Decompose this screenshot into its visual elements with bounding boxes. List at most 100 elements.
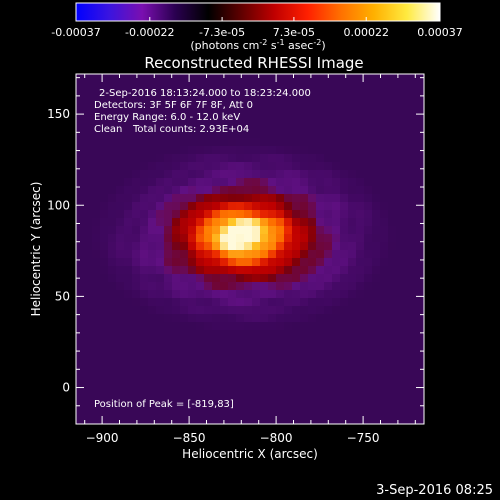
heatmap-cell [268, 306, 276, 314]
heatmap-cell [180, 306, 188, 314]
heatmap-cell [268, 234, 276, 242]
heatmap-cell [396, 370, 404, 378]
heatmap-cell [252, 402, 260, 410]
heatmap-cell [348, 378, 356, 386]
heatmap-cell [364, 178, 372, 186]
heatmap-cell [140, 306, 148, 314]
heatmap-cell [148, 418, 156, 424]
heatmap-cell [332, 282, 340, 290]
heatmap-cell [236, 178, 244, 186]
heatmap-cell [364, 354, 372, 362]
heatmap-cell [204, 306, 212, 314]
heatmap-cell [356, 370, 364, 378]
heatmap-cell [300, 186, 308, 194]
heatmap-cell [316, 346, 324, 354]
heatmap-cell [164, 82, 172, 90]
heatmap-cell [156, 330, 164, 338]
heatmap-cell [340, 266, 348, 274]
heatmap-cell [292, 74, 300, 82]
heatmap-cell [156, 98, 164, 106]
heatmap-cell [212, 74, 220, 82]
heatmap-cell [284, 146, 292, 154]
heatmap-cell [244, 386, 252, 394]
heatmap-cell [396, 202, 404, 210]
heatmap-cell [228, 314, 236, 322]
heatmap-cell [268, 410, 276, 418]
heatmap-cell [300, 410, 308, 418]
heatmap-cell [284, 354, 292, 362]
heatmap-cell [388, 346, 396, 354]
heatmap-cell [252, 202, 260, 210]
heatmap-cell [356, 290, 364, 298]
heatmap-cell [268, 162, 276, 170]
heatmap-cell [380, 226, 388, 234]
heatmap-cell [252, 282, 260, 290]
heatmap-cell [388, 386, 396, 394]
heatmap-cell [204, 90, 212, 98]
heatmap-cell [340, 234, 348, 242]
heatmap-cell [196, 346, 204, 354]
heatmap-cell [164, 122, 172, 130]
heatmap-cell [364, 146, 372, 154]
heatmap-cell [196, 218, 204, 226]
heatmap-cell [316, 314, 324, 322]
heatmap-cell [292, 202, 300, 210]
heatmap-cell [404, 386, 412, 394]
heatmap-cell [316, 146, 324, 154]
heatmap-cell [276, 402, 284, 410]
heatmap-cell [260, 226, 268, 234]
heatmap-cell [108, 106, 116, 114]
heatmap-cell [364, 314, 372, 322]
heatmap-cell [124, 122, 132, 130]
heatmap-cell [148, 242, 156, 250]
heatmap-cell [332, 274, 340, 282]
heatmap-cell [308, 194, 316, 202]
heatmap-cell [348, 274, 356, 282]
heatmap-cell [212, 178, 220, 186]
heatmap-cell [348, 194, 356, 202]
heatmap-cell [236, 234, 244, 242]
heatmap-cell [276, 314, 284, 322]
heatmap-cell [276, 226, 284, 234]
heatmap-cell [132, 234, 140, 242]
heatmap-cell [300, 146, 308, 154]
heatmap-cell [236, 202, 244, 210]
heatmap-cell [396, 162, 404, 170]
heatmap-cell [420, 146, 424, 154]
heatmap-cell [284, 162, 292, 170]
heatmap-cell [236, 210, 244, 218]
heatmap-cell [404, 338, 412, 346]
heatmap-cell [76, 362, 84, 370]
heatmap-cell [156, 418, 164, 424]
heatmap-cell [84, 138, 92, 146]
heatmap-cell [308, 170, 316, 178]
heatmap-cell [228, 154, 236, 162]
heatmap-cell [116, 378, 124, 386]
heatmap-cell [300, 90, 308, 98]
heatmap-cell [188, 90, 196, 98]
heatmap-cell [284, 394, 292, 402]
heatmap-cell [236, 394, 244, 402]
heatmap-cell [364, 338, 372, 346]
heatmap-cell [220, 218, 228, 226]
heatmap-cell [380, 290, 388, 298]
heatmap-cell [340, 170, 348, 178]
heatmap-cell [108, 74, 116, 82]
heatmap-cell [212, 106, 220, 114]
heatmap-cell [76, 250, 84, 258]
heatmap-cell [228, 226, 236, 234]
heatmap-cell [260, 370, 268, 378]
heatmap-cell [156, 346, 164, 354]
heatmap-cell [252, 394, 260, 402]
heatmap-cell [228, 234, 236, 242]
heatmap-cell [308, 258, 316, 266]
heatmap-cell [284, 122, 292, 130]
heatmap-cell [268, 362, 276, 370]
heatmap-cell [284, 258, 292, 266]
heatmap-cell [364, 322, 372, 330]
heatmap-cell [332, 314, 340, 322]
heatmap-cell [300, 82, 308, 90]
heatmap-cell [92, 258, 100, 266]
heatmap-cell [284, 314, 292, 322]
heatmap-cell [196, 170, 204, 178]
